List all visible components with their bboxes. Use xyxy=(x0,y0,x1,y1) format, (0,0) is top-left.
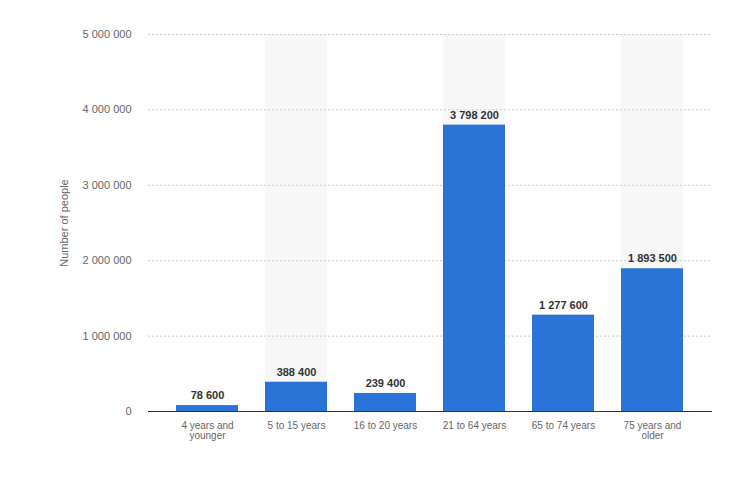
svg-text:388 400: 388 400 xyxy=(277,366,317,378)
svg-text:4 years andyounger: 4 years andyounger xyxy=(181,420,233,441)
svg-text:3 798 200: 3 798 200 xyxy=(450,109,499,121)
svg-text:21 to 64 years: 21 to 64 years xyxy=(443,420,506,431)
svg-text:1 893 500: 1 893 500 xyxy=(628,252,677,264)
svg-text:2 000 000: 2 000 000 xyxy=(83,254,132,266)
svg-text:5 000 000: 5 000 000 xyxy=(83,28,132,40)
svg-text:1 277 600: 1 277 600 xyxy=(539,299,588,311)
svg-text:75 years andolder: 75 years andolder xyxy=(624,420,682,441)
svg-text:0: 0 xyxy=(125,405,131,417)
svg-text:65 to 74 years: 65 to 74 years xyxy=(532,420,595,431)
svg-text:78 600: 78 600 xyxy=(191,389,225,401)
svg-text:Number of people: Number of people xyxy=(58,179,70,266)
svg-text:5 to 15 years: 5 to 15 years xyxy=(268,420,326,431)
svg-text:16 to 20 years: 16 to 20 years xyxy=(354,420,417,431)
svg-text:3 000 000: 3 000 000 xyxy=(83,179,132,191)
svg-text:239 400: 239 400 xyxy=(366,377,406,389)
svg-text:1 000 000: 1 000 000 xyxy=(83,330,132,342)
svg-text:4 000 000: 4 000 000 xyxy=(83,103,132,115)
